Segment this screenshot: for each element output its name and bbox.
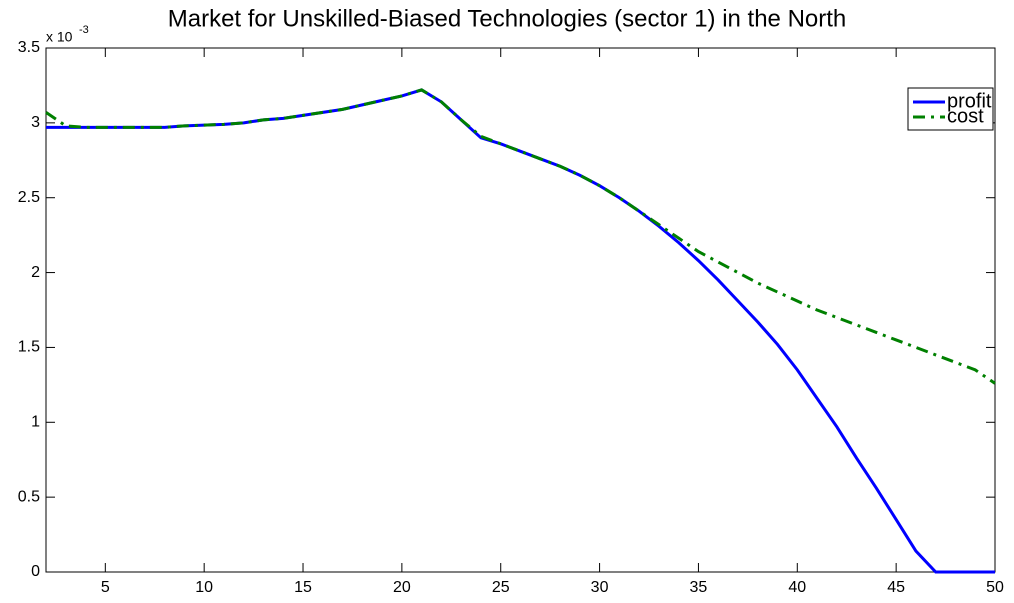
chart-title: Market for Unskilled-Biased Technologies… (168, 5, 847, 32)
y-tick-label: 2.5 (18, 189, 40, 206)
y-tick-label: 3 (31, 114, 40, 131)
legend-label: profit (947, 90, 992, 112)
x-tick-label: 45 (887, 579, 905, 596)
y-tick-label: 2 (31, 264, 40, 281)
y-tick-label: 1 (31, 414, 40, 431)
y-tick-label: 0.5 (18, 488, 40, 505)
x-tick-label: 20 (393, 579, 411, 596)
x-tick-label: 40 (788, 579, 806, 596)
legend-label: cost (947, 105, 984, 127)
x-tick-label: 35 (690, 579, 708, 596)
x-tick-label: 5 (101, 579, 110, 596)
y-exponent: -3 (79, 24, 89, 36)
x-tick-label: 25 (492, 579, 510, 596)
line-series (45, 88, 996, 385)
x-tick-label: 15 (294, 579, 312, 596)
x-tick-label: 50 (986, 579, 1004, 596)
y-tick-label: 3.5 (18, 39, 40, 56)
y-tick-label: 0 (31, 563, 40, 580)
axes-box (45, 47, 996, 573)
legend-box (907, 87, 994, 131)
y-tick-label: 1.5 (18, 339, 40, 356)
x-tick-label: 30 (591, 579, 609, 596)
y-multiplier: x 10 (46, 29, 73, 45)
x-tick-label: 10 (195, 579, 213, 596)
